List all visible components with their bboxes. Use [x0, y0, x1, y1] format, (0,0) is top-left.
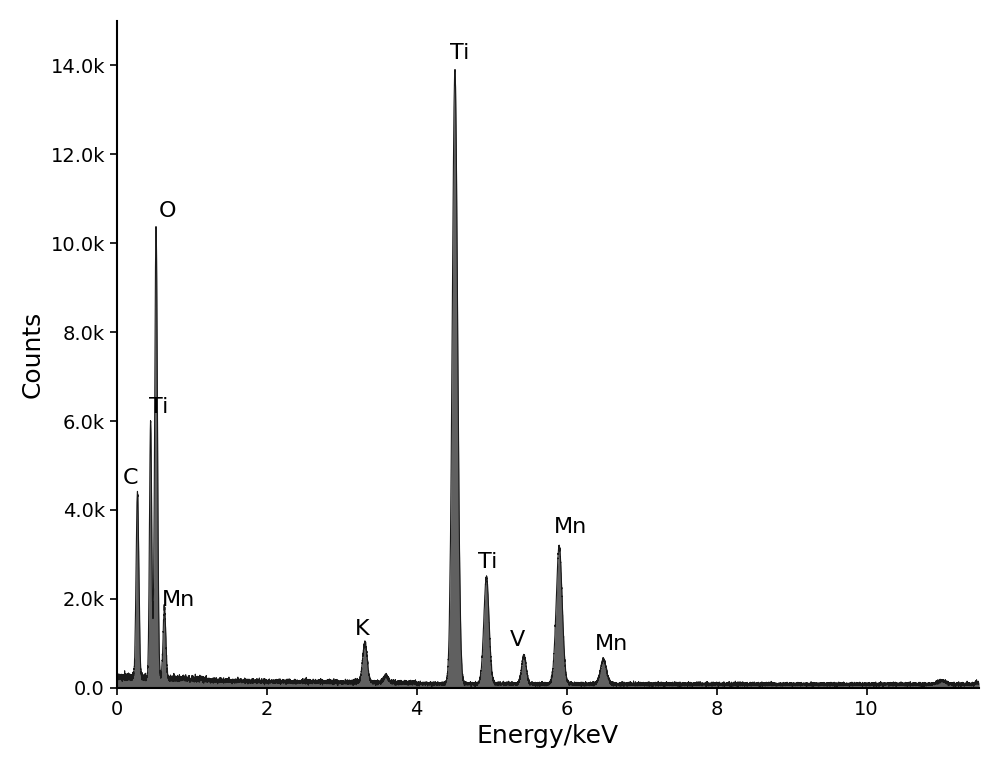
Text: Mn: Mn — [162, 590, 195, 610]
Text: O: O — [159, 201, 176, 221]
Text: Ti: Ti — [149, 397, 168, 417]
Text: K: K — [355, 619, 370, 639]
Text: Mn: Mn — [595, 634, 628, 654]
X-axis label: Energy/keV: Energy/keV — [477, 724, 619, 748]
Text: Mn: Mn — [554, 517, 587, 537]
Text: C: C — [122, 468, 138, 488]
Text: V: V — [510, 630, 526, 650]
Text: Ti: Ti — [450, 43, 470, 63]
Y-axis label: Counts: Counts — [21, 311, 45, 398]
Text: Ti: Ti — [478, 552, 498, 572]
